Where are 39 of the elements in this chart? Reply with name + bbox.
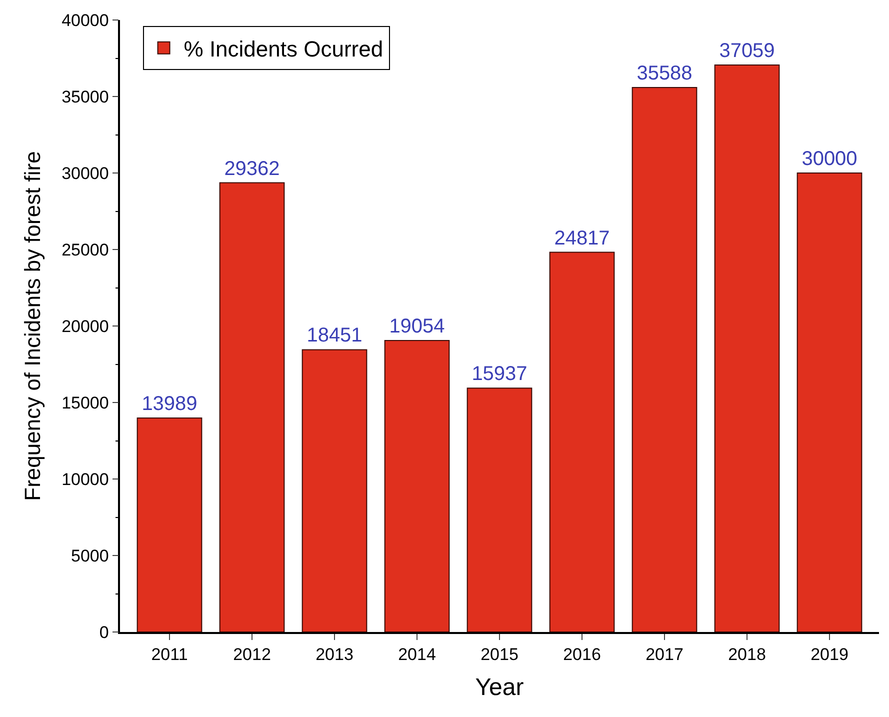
x-tick-label: 2017 xyxy=(646,645,684,664)
data-label: 24817 xyxy=(554,227,610,250)
y-tick-label: 20000 xyxy=(62,316,109,336)
y-tick-label: 10000 xyxy=(62,470,109,489)
y-tick-label: 0 xyxy=(99,622,109,642)
data-label: 18451 xyxy=(306,324,362,347)
x-tick-label: 2011 xyxy=(151,645,188,664)
bar xyxy=(632,87,698,632)
x-tick-label: 2015 xyxy=(480,645,518,664)
x-tick-label: 2014 xyxy=(398,645,436,664)
y-axis-title: Frequency of Incidents by forest fire xyxy=(20,151,45,501)
x-axis-title: Year xyxy=(475,674,524,701)
data-label: 19054 xyxy=(389,315,445,338)
y-tick-label: 25000 xyxy=(62,240,109,260)
data-label: 29362 xyxy=(224,158,280,180)
y-tick-label: 15000 xyxy=(62,393,109,412)
legend-label: % Incidents Ocurred xyxy=(184,36,384,62)
y-tick-label: 40000 xyxy=(62,10,109,30)
data-label: 15937 xyxy=(472,363,528,386)
x-tick-label: 2013 xyxy=(316,645,354,664)
bar xyxy=(714,64,780,632)
x-tick-label: 2019 xyxy=(810,645,848,664)
bar xyxy=(136,417,202,632)
y-tick-label: 5000 xyxy=(71,546,109,566)
x-tick-label: 2012 xyxy=(233,645,271,664)
bar xyxy=(384,340,450,632)
data-label: 35588 xyxy=(636,62,692,84)
x-tick-label: 2016 xyxy=(563,645,601,664)
bar xyxy=(302,349,368,632)
y-tick-label: 30000 xyxy=(62,164,109,183)
bar xyxy=(466,388,532,632)
y-tick-label: 35000 xyxy=(62,87,109,106)
data-label: 13989 xyxy=(142,392,198,415)
x-tick-label: 2018 xyxy=(728,645,766,664)
data-label: 37059 xyxy=(719,40,775,62)
bar xyxy=(796,172,862,632)
bar xyxy=(219,182,285,632)
bar xyxy=(549,252,615,632)
data-label: 30000 xyxy=(802,148,858,170)
